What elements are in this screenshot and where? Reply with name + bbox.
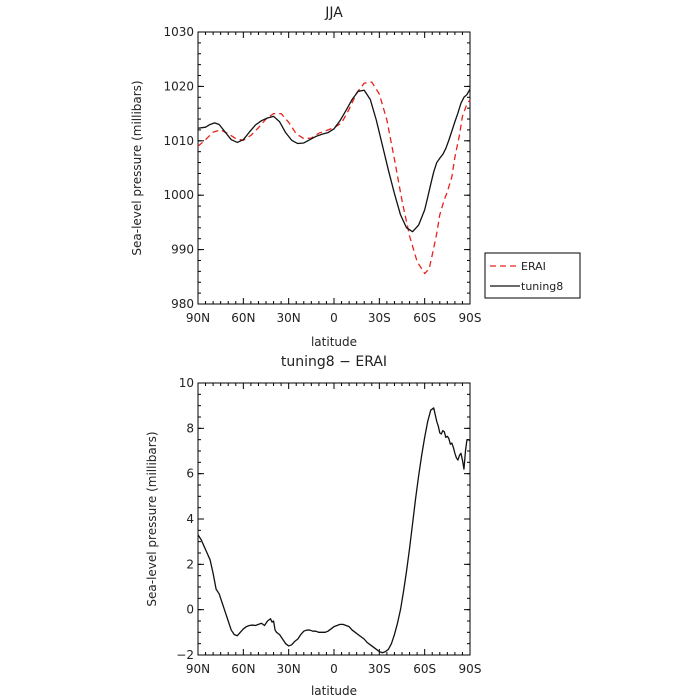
x-tick-label: 60S [413,311,436,325]
y-axis-label: Sea-level pressure (millibars) [130,80,144,255]
chart-title: tuning8 − ERAI [281,354,387,370]
y-tick-label: 1030 [163,25,194,39]
chart-title: JJA [324,5,343,21]
y-tick-label: 1000 [163,188,194,202]
y-tick-label: 6 [186,467,194,481]
series-lines [197,81,471,275]
series-line-erai [197,81,471,275]
x-tick-label: 30N [277,311,301,325]
series-lines [197,407,471,654]
y-tick-label: 0 [186,603,194,617]
series-line-difference [197,407,471,654]
x-tick-label: 60N [231,311,255,325]
y-ticks: −2 0 2 4 6 8 10 [176,376,470,662]
x-tick-label: 90S [459,662,482,676]
y-axis-label: Sea-level pressure (millibars) [145,431,159,606]
x-tick-label: 0 [330,662,338,676]
y-tick-label: 980 [171,297,194,311]
x-tick-label: 60N [231,662,255,676]
x-axis-label: latitude [311,335,357,349]
y-tick-label: −2 [176,648,194,662]
legend: ERAI tuning8 [484,252,581,299]
x-ticks: 90N 60N 30N 0 30S 60S 90S [186,383,482,676]
y-tick-label: 1010 [163,134,194,148]
x-tick-label: 0 [330,311,338,325]
panel-jja: JJA 90N 60N 30N 0 30S 60S 90S 980 990 1000 1010 10… [130,5,581,349]
x-tick-label: 60S [413,662,436,676]
x-tick-label: 90N [186,311,210,325]
panel-difference: tuning8 − ERAI 90N 60N 30N 0 30S 60S 90S −2 0 2 4… [145,354,481,698]
x-tick-label: 90N [186,662,210,676]
x-ticks: 90N 60N 30N 0 30S 60S 90S [186,32,482,325]
series-line-tuning8 [197,88,471,233]
y-tick-label: 1020 [163,79,194,93]
y-tick-label: 990 [171,243,194,257]
x-tick-label: 30N [277,662,301,676]
y-tick-label: 8 [186,421,194,435]
legend-box [484,252,581,299]
x-tick-label: 30S [368,311,391,325]
y-tick-label: 4 [186,512,194,526]
x-tick-label: 90S [459,311,482,325]
y-tick-label: 2 [186,557,194,571]
legend-label-tuning8: tuning8 [521,280,563,293]
legend-label-erai: ERAI [521,260,546,273]
y-ticks: 980 990 1000 1010 1020 1030 [163,25,470,311]
y-tick-label: 10 [179,376,194,390]
plot-frame [197,382,471,656]
plot-frame [197,31,471,305]
x-axis-label: latitude [311,684,357,698]
x-tick-label: 30S [368,662,391,676]
